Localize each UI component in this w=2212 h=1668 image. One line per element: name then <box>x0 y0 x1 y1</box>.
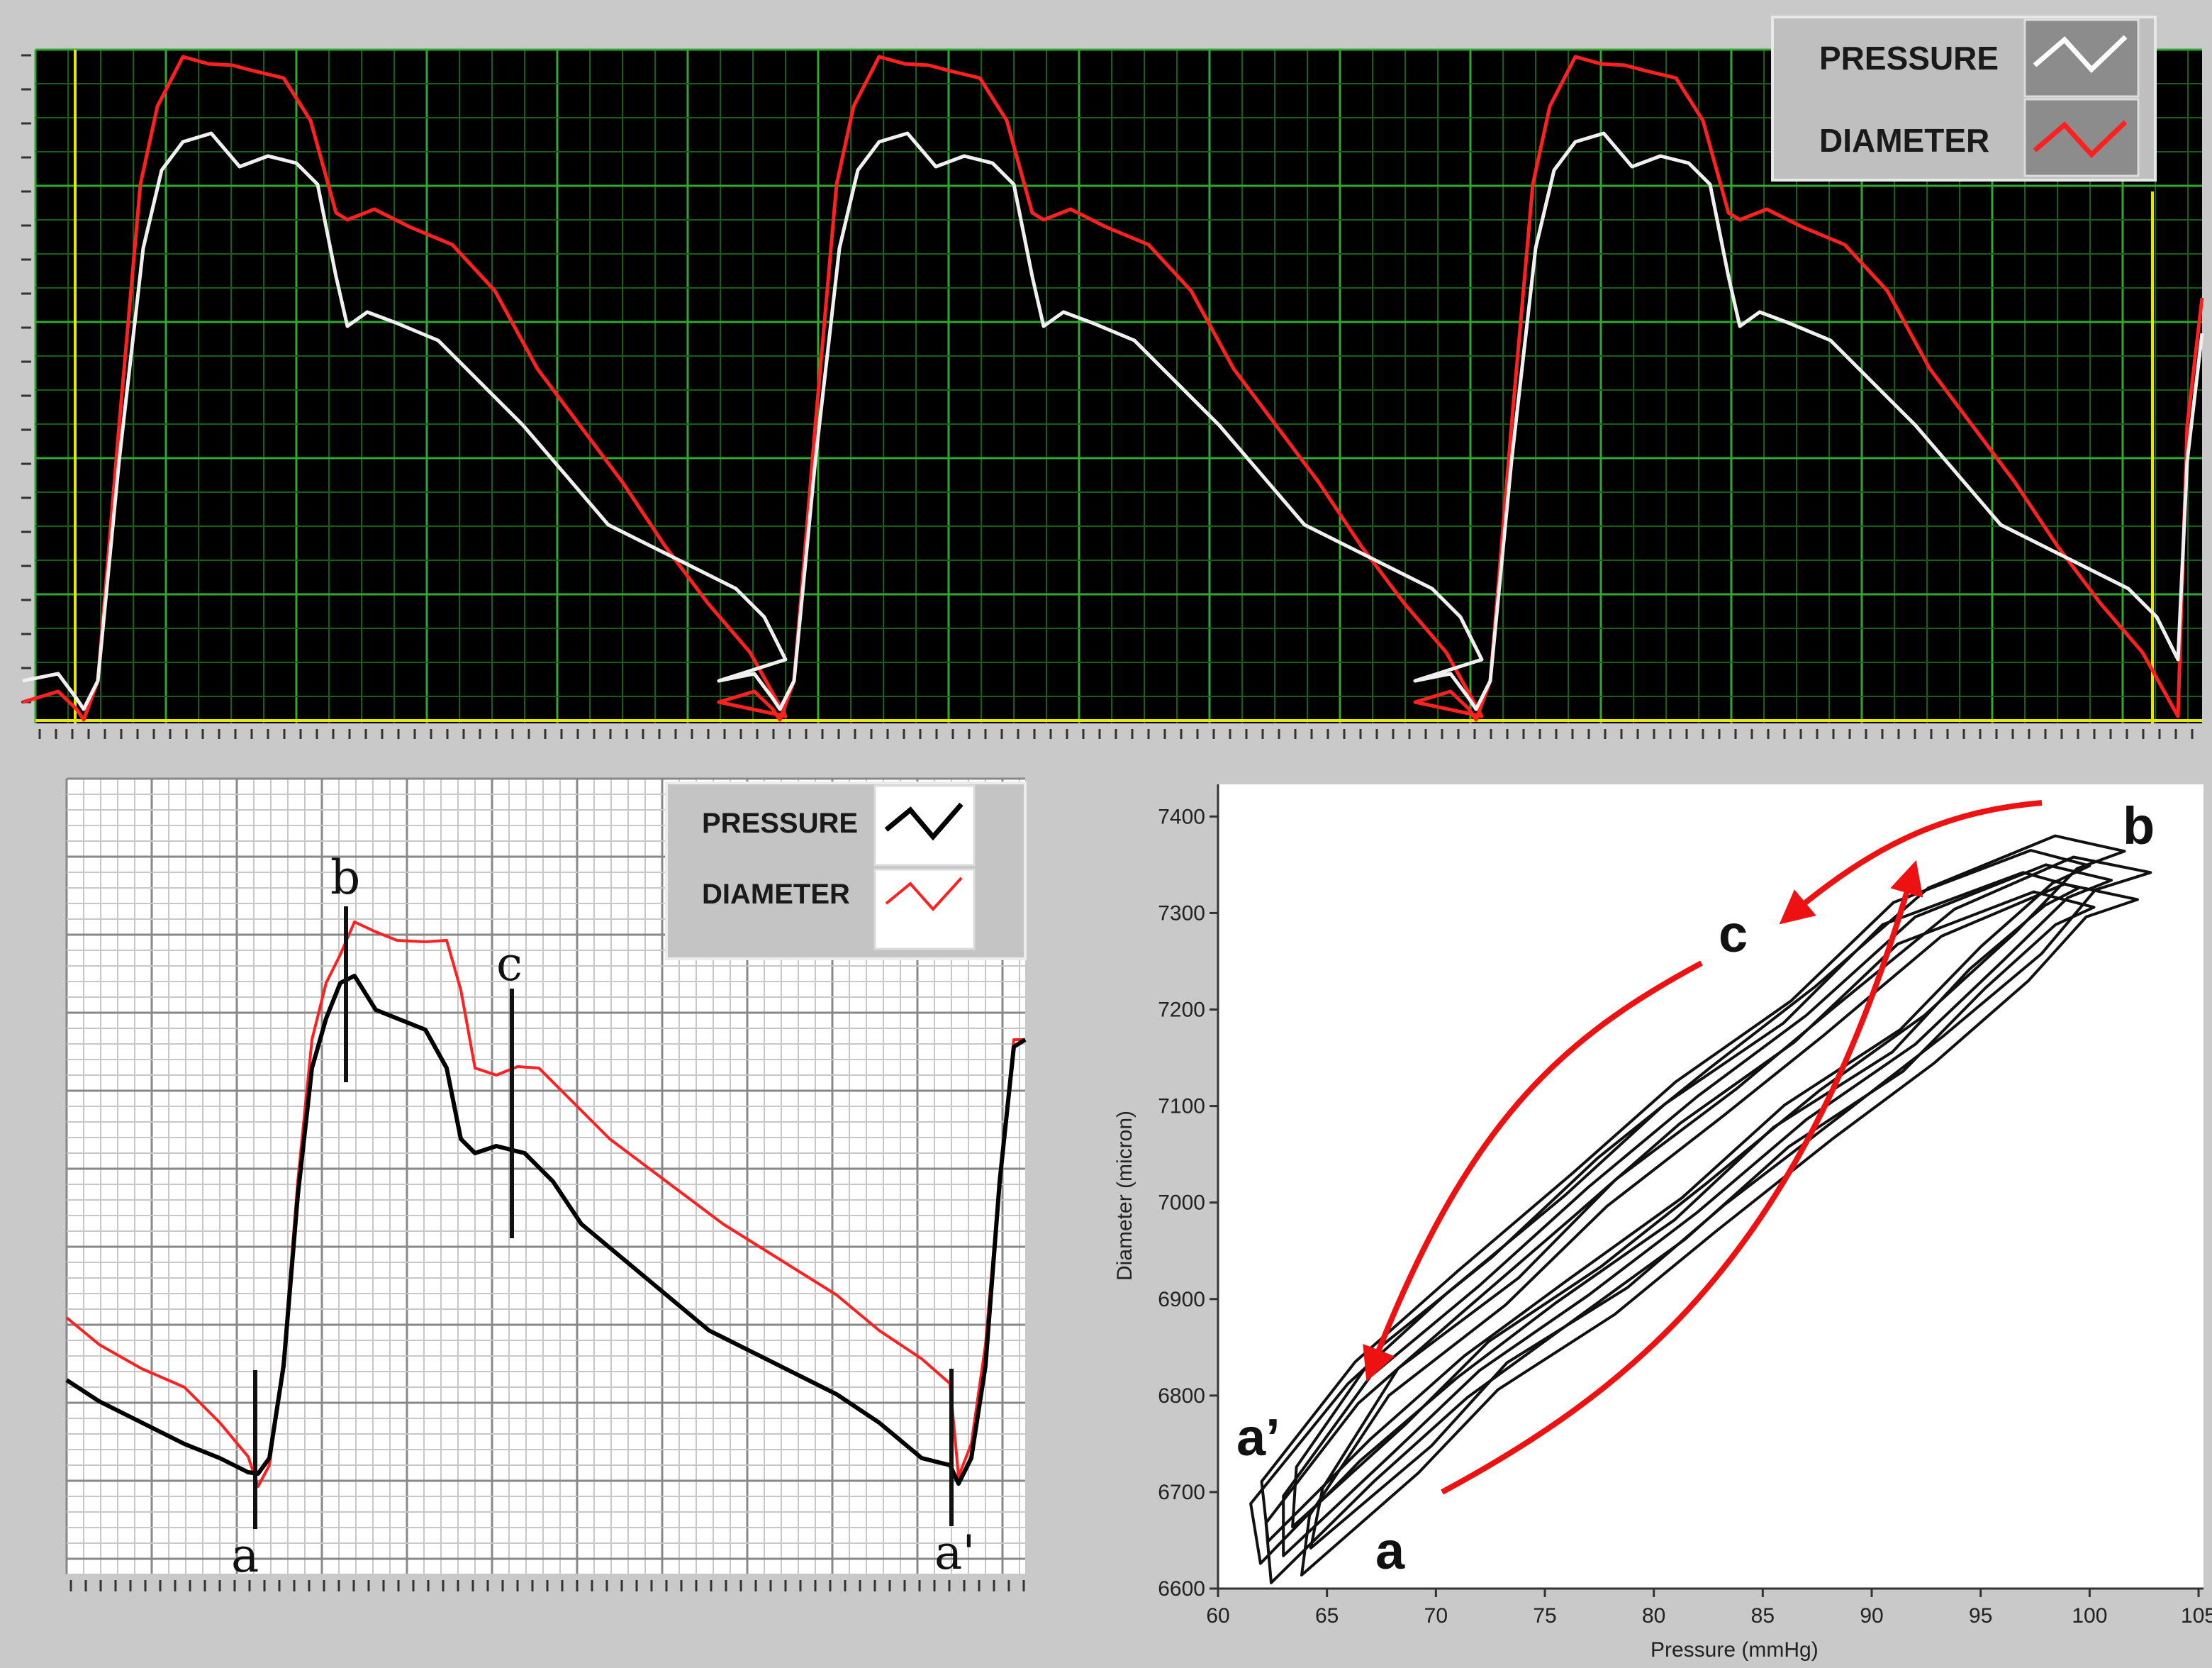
loop-y-tick-label: 7400 <box>1158 805 1205 828</box>
loop-y-axis-label: Diameter (micron) <box>1113 1111 1136 1281</box>
loop-label-b: b <box>2123 796 2155 855</box>
loop-x-tick-label: 105 <box>2181 1604 2212 1628</box>
loop-x-tick-label: 60 <box>1206 1604 1229 1628</box>
loop-y-tick-label: 7100 <box>1158 1095 1205 1118</box>
top-waveform-chart: PRESSURE DIAMETER <box>21 16 2204 739</box>
top-legend-pressure-label: PRESSURE <box>1819 40 1999 77</box>
zoom-grid <box>65 777 1025 1575</box>
loop-x-tick-label: 85 <box>1751 1604 1775 1628</box>
loop-label-c: c <box>1719 904 1748 963</box>
loop-curve <box>1249 871 2080 1565</box>
loop-y-tick-label: 7200 <box>1158 999 1205 1022</box>
loop-curve <box>1309 855 2152 1550</box>
loop-curve <box>1260 849 2091 1543</box>
top-legend-diameter-label: DIAMETER <box>1819 122 1989 159</box>
arrow-a-to-b <box>1441 860 1923 1495</box>
zoom-pressure-series <box>65 974 1027 1486</box>
zoom-legend-diameter-label: DIAMETER <box>702 879 850 910</box>
marker-a-label: a <box>231 1528 259 1583</box>
loop-x-ticks: 60 65 70 75 80 85 90 95 100 105 <box>1206 1589 2212 1628</box>
top-legend-diameter-swatch <box>2033 120 2128 159</box>
marker-b-label: b <box>330 850 360 905</box>
top-y-ticks <box>21 54 31 704</box>
top-x-ticks <box>38 729 2194 739</box>
loop-x-axis-label: Pressure (mmHg) <box>1650 1638 1819 1662</box>
marker-a-prime-label: a' <box>934 1525 976 1580</box>
zoom-diameter-series <box>65 921 1025 1488</box>
zoom-legend: PRESSURE DIAMETER <box>665 782 1027 960</box>
loop-y-tick-label: 6800 <box>1158 1384 1205 1408</box>
loop-y-ticks: 7400 7300 7200 7100 7000 6900 6800 6700 6600 <box>1158 805 1218 1601</box>
arrow-b-to-c <box>1779 800 2043 925</box>
top-pressure-series <box>22 131 2204 711</box>
zoom-legend-diameter-swatch <box>885 877 963 911</box>
loop-y-tick-label: 7000 <box>1158 1191 1205 1215</box>
loop-y-tick-label: 6700 <box>1158 1481 1205 1504</box>
zoom-legend-pressure-label: PRESSURE <box>702 808 858 839</box>
loop-label-a-prime: a’ <box>1236 1408 1280 1467</box>
loop-x-tick-label: 70 <box>1424 1604 1448 1628</box>
zoom-x-ticks <box>69 1580 1025 1591</box>
loop-x-tick-label: 75 <box>1533 1604 1556 1628</box>
loop-y-tick-label: 6600 <box>1158 1577 1205 1601</box>
zoom-waveform-chart: a b c a' PRESSURE DIAMETER <box>65 777 1027 1591</box>
loop-x-tick-label: 100 <box>2072 1604 2107 1628</box>
loop-label-a: a <box>1375 1521 1405 1580</box>
top-legend-pressure-swatch <box>2033 35 2128 74</box>
top-waveform-panel: PRESSURE DIAMETER <box>0 0 2212 742</box>
loop-curves <box>1249 834 2152 1584</box>
loop-y-tick-label: 6900 <box>1158 1288 1205 1311</box>
zoom-waveform-panel: a b c a' PRESSURE DIAMETER <box>0 742 1097 1668</box>
top-diameter-series <box>22 55 2204 722</box>
pressure-diameter-loop-panel: 60 65 70 75 80 85 90 95 100 105 7400 7300 7200 7100 7… <box>1097 742 2212 1668</box>
loop-x-tick-label: 95 <box>1969 1604 1992 1628</box>
loop-curve <box>1300 882 2139 1577</box>
arrow-c-to-a-prime <box>1363 960 1703 1382</box>
top-legend: PRESSURE DIAMETER <box>1771 16 2157 182</box>
loop-y-tick-label: 7300 <box>1158 901 1205 925</box>
marker-c-label: c <box>496 937 523 991</box>
loop-x-tick-label: 80 <box>1642 1604 1665 1628</box>
loop-x-tick-label: 90 <box>1860 1604 1883 1628</box>
zoom-legend-pressure-swatch <box>884 802 963 841</box>
loop-x-tick-label: 65 <box>1315 1604 1339 1628</box>
loop-curve <box>1282 863 2113 1557</box>
pressure-diameter-loop-chart: 60 65 70 75 80 85 90 95 100 105 74007300720071007… <box>1113 784 2212 1662</box>
